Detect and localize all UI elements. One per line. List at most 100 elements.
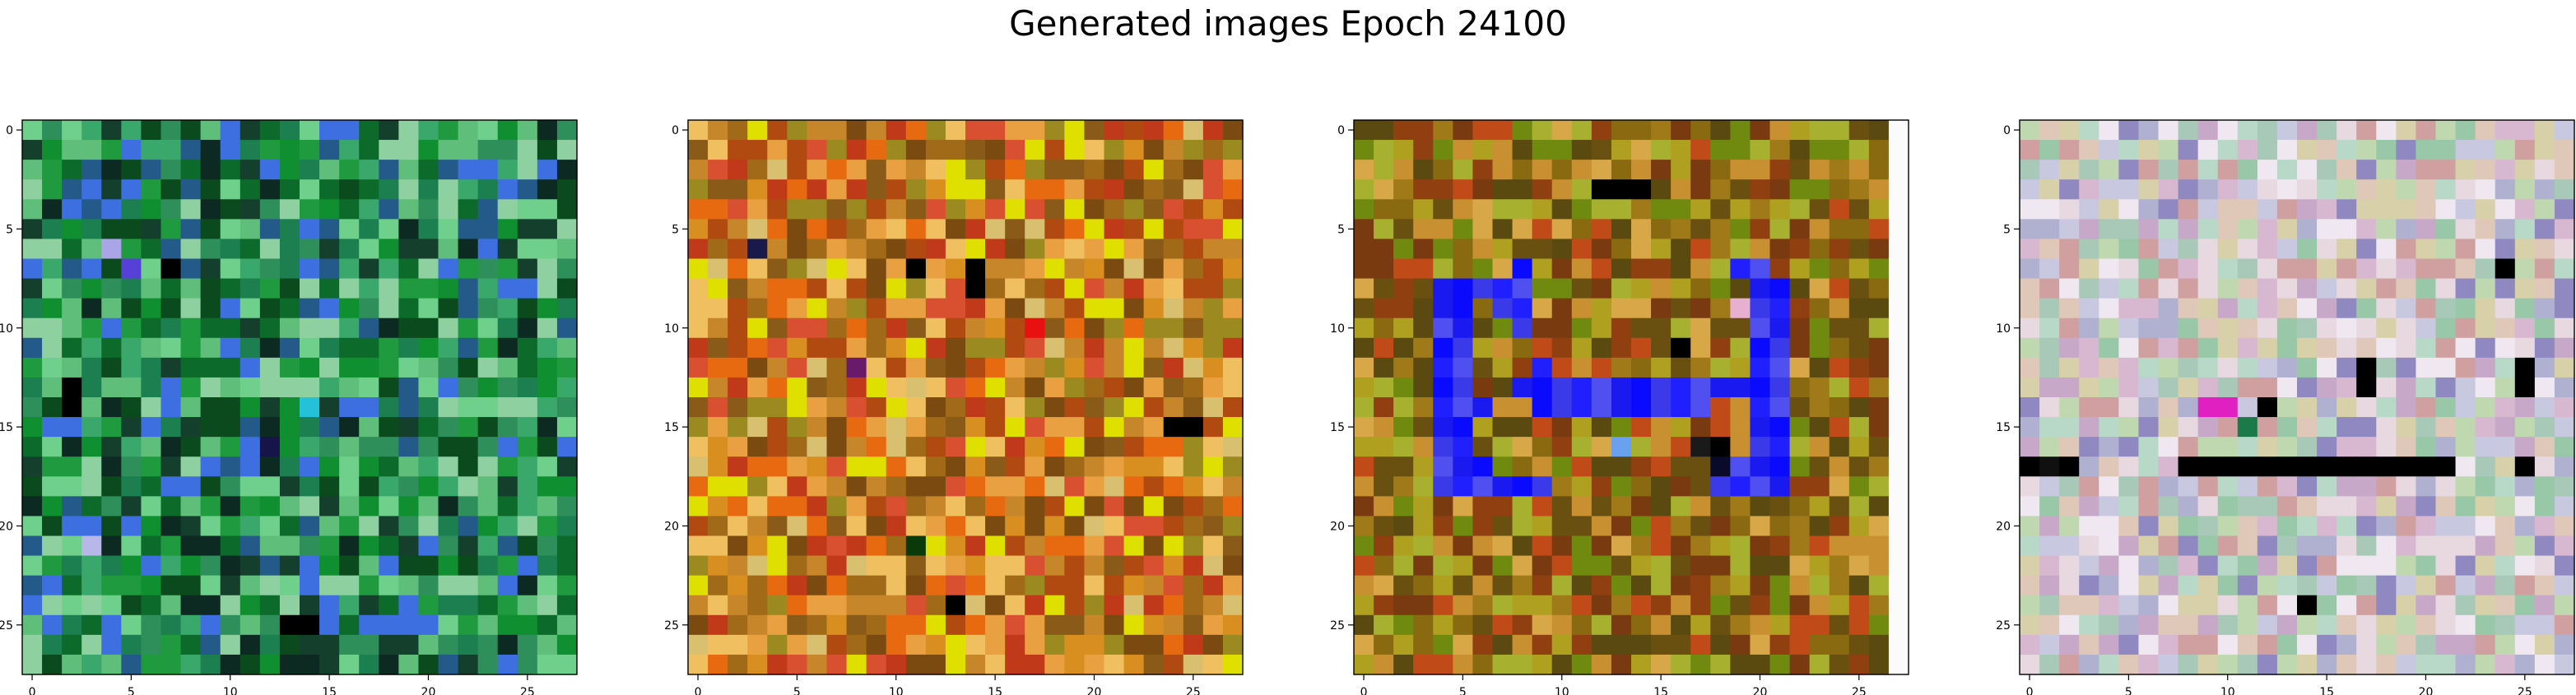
pixel-cell	[1492, 357, 1514, 378]
pixel-cell	[2138, 476, 2160, 497]
pixel-cell	[1393, 298, 1414, 319]
pixel-cell	[1671, 634, 1691, 656]
pixel-cell	[688, 496, 709, 517]
pixel-cell	[965, 179, 986, 200]
pixel-cell	[300, 298, 320, 319]
pixel-cell	[945, 199, 966, 220]
pixel-cell	[2396, 317, 2417, 339]
pixel-cell	[1671, 575, 1691, 596]
pixel-cell	[2059, 377, 2080, 398]
pixel-cell	[81, 614, 102, 636]
pixel-cell	[1809, 516, 1830, 537]
pixel-cell	[1202, 575, 1224, 596]
pixel-cell	[477, 317, 499, 339]
pixel-cell	[319, 417, 340, 438]
pixel-cell	[300, 496, 320, 517]
pixel-cell	[728, 239, 748, 260]
pixel-cell	[220, 575, 241, 596]
pixel-cell	[1730, 476, 1751, 497]
pixel-cell	[2197, 337, 2219, 359]
pixel-cell	[2059, 417, 2080, 438]
pixel-cell	[2276, 199, 2298, 220]
pixel-cell	[1354, 140, 1374, 160]
pixel-cell	[300, 219, 320, 240]
pixel-cell	[1453, 614, 1474, 636]
pixel-cell	[319, 219, 340, 240]
pixel-cell	[1393, 377, 1414, 398]
pixel-cell	[2217, 377, 2239, 398]
pixel-cell	[458, 179, 479, 200]
pixel-cell	[2138, 179, 2160, 200]
pixel-cell	[1750, 437, 1771, 457]
pixel-cell	[1888, 476, 1909, 497]
pixel-cell	[1671, 179, 1691, 200]
pixel-cell	[359, 337, 379, 359]
pixel-cell	[1888, 535, 1909, 557]
x-tick-label: 25	[1186, 686, 1201, 695]
pixel-cell	[180, 535, 202, 557]
pixel-cell	[121, 140, 142, 160]
pixel-cell	[1651, 377, 1672, 398]
pixel-cell	[1123, 357, 1145, 378]
pixel-cell	[2138, 535, 2160, 557]
pixel-cell	[767, 258, 788, 280]
pixel-cell	[42, 317, 63, 339]
pixel-cell	[1710, 575, 1731, 596]
pixel-cell	[121, 219, 142, 240]
pixel-cell	[359, 476, 379, 497]
pixel-cell	[556, 614, 578, 636]
pixel-cell	[2317, 614, 2337, 636]
pixel-cell	[141, 614, 162, 636]
pixel-cell	[438, 417, 459, 438]
pixel-cell	[1143, 337, 1165, 359]
pixel-cell	[1354, 377, 1374, 398]
pixel-cell	[81, 219, 102, 240]
pixel-cell	[965, 239, 986, 260]
pixel-cell	[1433, 397, 1453, 418]
pixel-cell	[2059, 614, 2080, 636]
pixel-cell	[1868, 496, 1890, 517]
pixel-cell	[1453, 160, 1474, 180]
pixel-cell	[160, 239, 182, 260]
pixel-cell	[517, 555, 538, 577]
pixel-cell	[767, 239, 788, 260]
pixel-cell	[688, 654, 709, 675]
pixel-cell	[708, 634, 728, 656]
pixel-cell	[160, 199, 182, 220]
pixel-cell	[1750, 397, 1771, 418]
pixel-cell	[1888, 337, 1909, 359]
pixel-cell	[1769, 278, 1791, 299]
pixel-cell	[2416, 239, 2437, 260]
pixel-cell	[1044, 417, 1065, 438]
pixel-cell	[1025, 555, 1045, 577]
pixel-cell	[1374, 516, 1394, 537]
pixel-cell	[886, 317, 907, 339]
pixel-cell	[517, 278, 538, 299]
pixel-cell	[1183, 614, 1204, 636]
pixel-cell	[1163, 120, 1184, 141]
pixel-cell	[1868, 179, 1890, 200]
pixel-cell	[1789, 357, 1811, 378]
pixel-cell	[1222, 496, 1244, 517]
pixel-cell	[22, 496, 43, 517]
pixel-cell	[1163, 516, 1184, 537]
pixel-cell	[688, 140, 709, 160]
pixel-cell	[1750, 417, 1771, 438]
pixel-cell	[2435, 614, 2457, 636]
pixel-cell	[1631, 337, 1652, 359]
pixel-cell	[1651, 496, 1672, 517]
pixel-cell	[2514, 555, 2536, 577]
pixel-cell	[2534, 397, 2555, 418]
pixel-cell	[985, 278, 1006, 299]
pixel-cell	[1789, 219, 1811, 240]
pixel-cell	[359, 634, 379, 656]
pixel-cell	[2118, 219, 2140, 240]
pixel-cell	[1769, 160, 1791, 180]
pixel-cell	[2455, 357, 2476, 378]
pixel-cell	[2059, 437, 2080, 457]
pixel-cell	[2138, 357, 2160, 378]
pixel-cell	[985, 595, 1006, 616]
pixel-cell	[339, 476, 360, 497]
pixel-cell	[2376, 239, 2397, 260]
pixel-cell	[866, 278, 887, 299]
